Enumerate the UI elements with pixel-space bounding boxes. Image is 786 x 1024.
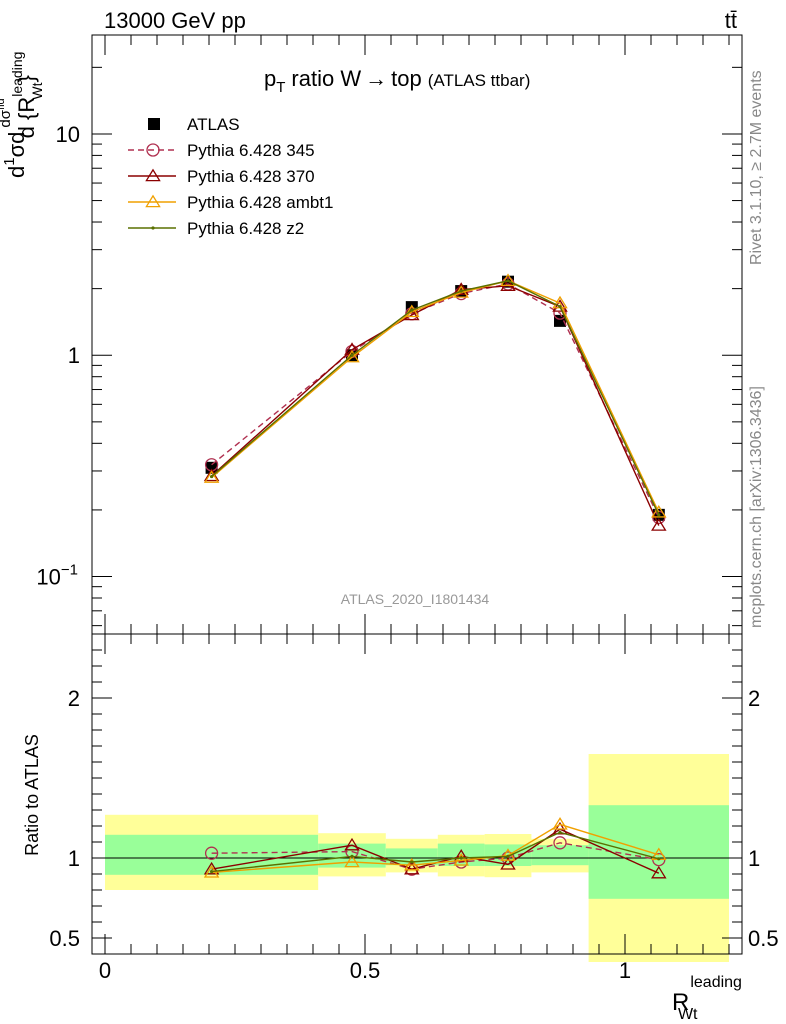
x-tick-label: 0.5	[350, 958, 381, 983]
y-tick-label: 0.5	[49, 926, 80, 951]
ratio-series	[203, 817, 667, 879]
marker-triangle	[404, 861, 420, 875]
marker-dot	[558, 830, 562, 835]
marker-dot	[558, 304, 562, 309]
marker-triangle	[651, 865, 667, 879]
marker-dot	[410, 860, 414, 864]
legend-label: ATLAS	[187, 115, 240, 134]
legend-label: Pythia 6.428 z2	[187, 219, 304, 238]
marker-triangle	[344, 349, 360, 363]
ratio-panel: 0.5 0.5 1 1 2 2	[49, 633, 779, 962]
y-tick-label: 10	[56, 122, 80, 147]
marker-dot	[459, 289, 463, 293]
marker-dot	[210, 474, 214, 479]
legend-entry: Pythia 6.428 370	[128, 167, 315, 186]
y-tick-label-right: 2	[748, 686, 760, 711]
y-tick-label: 1	[68, 846, 80, 871]
marker-triangle	[145, 168, 161, 182]
marker-triangle	[651, 518, 667, 531]
ratio-line	[211, 823, 660, 874]
title-sub: T	[276, 79, 285, 96]
x-axis-label: Rleading Wt	[672, 974, 742, 1023]
source-label: mcplots.cern.ch [arXiv:1306.3436]	[748, 386, 765, 628]
main-frame	[91, 34, 743, 635]
legend-entry: Pythia 6.428 345	[128, 141, 315, 160]
ratio-y-axis-label: Ratio to ATLAS	[22, 734, 42, 856]
marker-circle	[204, 846, 219, 860]
y-tick-label: 1	[68, 343, 80, 368]
main-panel: 10−1 1 10 pT ratio W → top (ATLAS ttbar) ATLAS…	[36, 34, 743, 635]
chart-title: pT ratio W → top (ATLAS ttbar)	[264, 66, 530, 96]
marker-triangle	[453, 853, 469, 866]
marker-triangle	[500, 857, 516, 870]
legend: ATLAS Pythia 6.428 345 Pythia 6.428 370 Pyt…	[128, 115, 333, 238]
title-top: top	[391, 66, 422, 91]
y-tick-label: 10−1	[36, 562, 78, 590]
x-tick-labels: 0 0.5 1	[99, 958, 631, 983]
marker-dot	[410, 308, 414, 312]
marker-dot	[350, 353, 354, 357]
marker-dot	[350, 854, 354, 859]
legend-entry: ATLAS	[148, 115, 240, 134]
main-axis-ticks: 10−1 1 10	[36, 35, 742, 634]
marker-dot	[210, 870, 214, 874]
title-main: ratio W	[291, 66, 361, 91]
marker-triangle	[404, 304, 420, 318]
marker-dot	[506, 854, 510, 859]
y-tick-label-right: 1	[748, 846, 760, 871]
marker-triangle	[453, 282, 469, 295]
marker-triangle	[203, 470, 220, 483]
x-tick-label: 0	[99, 958, 111, 983]
energy-label: 13000 GeV pp	[104, 8, 246, 33]
y-tick-label: 2	[68, 686, 80, 711]
legend-label: Pythia 6.428 ambt1	[187, 193, 333, 212]
title-p: p	[264, 66, 276, 91]
marker-triangle	[203, 861, 220, 875]
ratio-series-pythia-6-428-z2	[210, 830, 661, 874]
legend-label: Pythia 6.428 370	[187, 167, 315, 186]
band-stat	[531, 845, 589, 866]
marker-circle	[146, 143, 160, 157]
marker-dot	[151, 226, 155, 230]
process-label: tt̄	[725, 8, 737, 33]
main-y-axis-label: d1σddσfid d {Rleading Wt}	[0, 52, 45, 178]
rivet-label: Rivet 3.1.10, ≥ 2.7M events	[748, 70, 765, 265]
marker-triangle	[552, 817, 568, 830]
analysis-tag: ATLAS_2020_I1801434	[341, 591, 490, 607]
marker-dot	[459, 856, 463, 860]
band-stat	[105, 834, 319, 875]
marker-triangle	[500, 273, 516, 287]
x-tick-label: 1	[619, 958, 631, 983]
data-point	[205, 461, 218, 474]
main-y-label-text: d1σddσfid d {Rleading Wt}	[0, 52, 45, 178]
marker-dot	[506, 279, 510, 283]
series-pythia-6-428-z2	[210, 279, 661, 517]
title-arrow: →	[365, 66, 387, 91]
marker-triangle	[404, 857, 420, 871]
legend-entry: Pythia 6.428 ambt1	[128, 193, 333, 212]
legend-marker	[148, 118, 160, 130]
marker-triangle	[651, 505, 667, 518]
title-suffix: (ATLAS ttbar)	[428, 71, 531, 90]
marker-circle	[553, 836, 567, 850]
marker-dot	[657, 513, 661, 517]
y-tick-label-right: 0.5	[748, 926, 779, 951]
marker-dot	[657, 857, 661, 861]
marker-triangle	[344, 854, 360, 868]
marker-triangle	[344, 837, 360, 851]
ratio-line	[211, 842, 659, 870]
main-series	[203, 273, 667, 531]
legend-entry: Pythia 6.428 z2	[128, 219, 304, 238]
marker-triangle	[145, 194, 161, 208]
ratio-axis-ticks: 0.5 0.5 1 1 2 2	[49, 633, 779, 955]
marker-triangle	[552, 299, 568, 312]
legend-label: Pythia 6.428 345	[187, 141, 315, 160]
